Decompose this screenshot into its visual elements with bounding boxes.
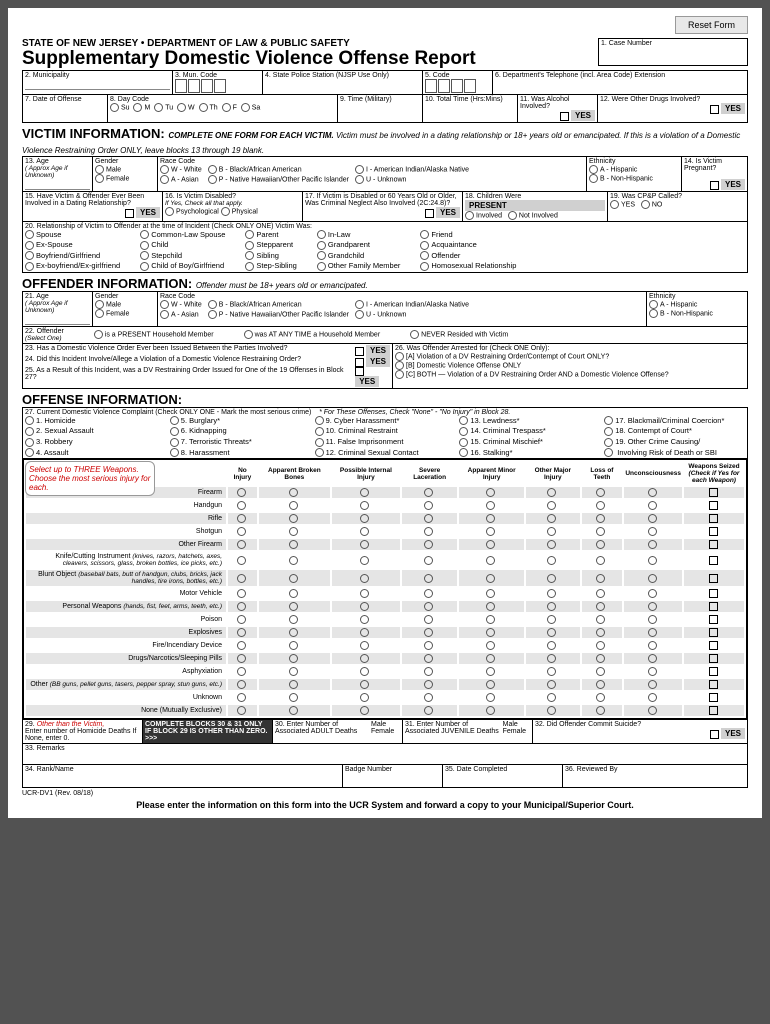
- f11-label: 11. Was Alcohol Involved?: [520, 96, 595, 110]
- form-page: Reset Form STATE OF NEW JERSEY • DEPARTM…: [8, 8, 762, 818]
- f26c-radio[interactable]: [395, 370, 404, 379]
- municipality-input[interactable]: [25, 79, 170, 90]
- f23-check[interactable]: [355, 347, 364, 356]
- o22-3[interactable]: [410, 330, 419, 339]
- v-eth-b[interactable]: [589, 174, 598, 183]
- f32-label: 32. Did Offender Commit Suicide?: [535, 721, 745, 728]
- f20-label: 20. Relationship of Victim to Offender a…: [25, 223, 745, 230]
- badge-label: Badge Number: [345, 766, 440, 773]
- o-female-radio[interactable]: [95, 309, 104, 318]
- crimes-grid: 1. Homicide5. Burglary*9. Cyber Harassme…: [25, 416, 745, 457]
- f25-label: 25. As a Result of this Incident, was a …: [25, 367, 355, 387]
- f22-label: 22. Offender: [25, 328, 64, 335]
- case-number-field[interactable]: 1. Case Number: [598, 38, 748, 66]
- children-notinv[interactable]: [508, 211, 517, 220]
- v-eth-a[interactable]: [589, 165, 598, 174]
- f17-label: 17. If Victim is Disabled or 60 Years Ol…: [305, 193, 460, 207]
- footer-note: Please enter the information on this for…: [22, 800, 748, 810]
- drugs-check[interactable]: [710, 105, 719, 114]
- offense-heading: OFFENSE INFORMATION:: [22, 392, 748, 407]
- o-male-radio[interactable]: [95, 300, 104, 309]
- mun-code-boxes[interactable]: [175, 79, 260, 93]
- f23-label: 23. Has a Domestic Violence Order Ever b…: [25, 345, 288, 356]
- o-eth-b[interactable]: [649, 309, 658, 318]
- f5-label: 5. Code: [425, 72, 490, 79]
- f6-label: 6. Department's Telephone (incl. Area Co…: [495, 72, 745, 79]
- pregnant-check[interactable]: [710, 181, 719, 190]
- neglect-check[interactable]: [425, 209, 434, 218]
- suicide-check[interactable]: [710, 730, 719, 739]
- f2-label: 2. Municipality: [25, 72, 170, 79]
- f24-label: 24. Did this Incident Involve/Allege a V…: [25, 356, 301, 367]
- offender-heading: OFFENDER INFORMATION:: [22, 276, 192, 291]
- f14-label: 14. Is Victim Pregnant?: [684, 158, 745, 172]
- f19-label: 19. Was CP&P Called?: [610, 193, 745, 200]
- f21-label: 21. Age: [25, 293, 90, 300]
- o-eth-a[interactable]: [649, 300, 658, 309]
- dating-check[interactable]: [125, 209, 134, 218]
- children-inv[interactable]: [465, 211, 474, 220]
- f36-label: 36. Reviewed By: [565, 766, 745, 773]
- victim-age-input[interactable]: [25, 179, 90, 190]
- f3-label: 3. Mun. Code: [175, 72, 260, 79]
- f13-label: 13. Age: [25, 158, 90, 165]
- code-boxes[interactable]: [425, 79, 490, 93]
- v-female-radio[interactable]: [95, 174, 104, 183]
- f24-check[interactable]: [355, 358, 364, 367]
- victim-heading: VICTIM INFORMATION:: [22, 126, 165, 141]
- f27-label: 27. Current Domestic Violence Complaint …: [25, 409, 311, 416]
- f10-label: 10. Total Time (Hrs:Mins): [425, 96, 515, 103]
- f30-label: 30. Enter Number of Associated ADULT Dea…: [275, 721, 371, 735]
- f33-label: 33. Remarks: [25, 745, 745, 752]
- f26-label: 26. Was Offender Arrested for (Check ONE…: [395, 345, 745, 352]
- f26a-radio[interactable]: [395, 352, 404, 361]
- f7-label: 7. Date of Offense: [25, 96, 105, 103]
- phys-radio[interactable]: [221, 207, 230, 216]
- relationship-grid: SpouseEx-SpouseBoyfriend/GirlfriendEx-bo…: [25, 230, 745, 271]
- cpp-yes[interactable]: [610, 200, 619, 209]
- offender-race-options: W - WhiteA - AsianB - Black/African Amer…: [160, 300, 644, 319]
- reset-button[interactable]: Reset Form: [675, 16, 748, 34]
- f18-label: 18. Children Were: [465, 193, 605, 200]
- v-male-radio[interactable]: [95, 165, 104, 174]
- f35-label: 35. Date Completed: [445, 766, 560, 773]
- f26b-radio[interactable]: [395, 361, 404, 370]
- f34-label: 34. Rank/Name: [25, 766, 340, 773]
- f15-label: 15. Have Victim & Offender Ever Been Inv…: [25, 193, 160, 207]
- o22-1[interactable]: [94, 330, 103, 339]
- alcohol-check[interactable]: [560, 112, 569, 121]
- f16-label: 16. Is Victim Disabled?: [165, 193, 300, 200]
- form-id: UCR-DV1 (Rev. 08/18): [22, 790, 748, 797]
- block29-note: COMPLETE BLOCKS 30 & 31 ONLY IF BLOCK 29…: [143, 720, 273, 743]
- day-codes[interactable]: Su M Tu W Th F Sa: [110, 103, 335, 112]
- psych-radio[interactable]: [165, 207, 174, 216]
- f25-check[interactable]: [355, 367, 364, 376]
- f4-label: 4. State Police Station (NJSP Use Only): [265, 72, 420, 79]
- form-title: Supplementary Domestic Violence Offense …: [22, 49, 598, 70]
- f9-label: 9. Time (Military): [340, 96, 420, 103]
- o22-2[interactable]: [244, 330, 253, 339]
- f12-label: 12. Were Other Drugs Involved?: [600, 96, 745, 103]
- weapons-table: 28. Degree of Injury from Weapons Used N…: [23, 459, 747, 719]
- offender-age-input[interactable]: [25, 314, 90, 325]
- cpp-no[interactable]: [641, 200, 650, 209]
- victim-race-options: W - WhiteA - AsianB - Black/African Amer…: [160, 165, 584, 184]
- f8-label: 8. Day Code: [110, 96, 335, 103]
- f31-label: 31. Enter Number of Associated JUVENILE …: [405, 721, 503, 735]
